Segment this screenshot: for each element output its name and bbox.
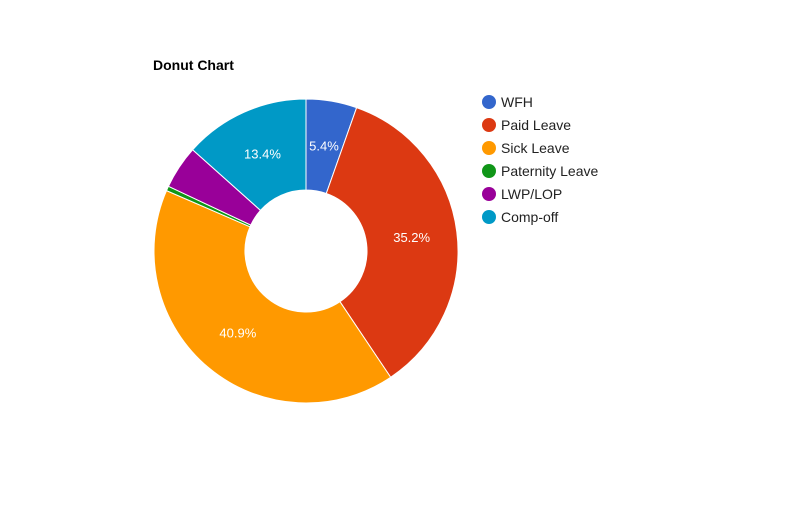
legend-marker-comp-off bbox=[482, 210, 496, 224]
legend-label-comp-off: Comp-off bbox=[501, 209, 558, 225]
slice-label-wfh: 5.4% bbox=[309, 139, 339, 154]
legend-marker-paid-leave bbox=[482, 118, 496, 132]
slices-group bbox=[153, 98, 459, 404]
legend-item-sick-leave[interactable]: Sick Leave bbox=[482, 140, 570, 156]
legend-item-paid-leave[interactable]: Paid Leave bbox=[482, 117, 571, 133]
legend-label-sick-leave: Sick Leave bbox=[501, 140, 570, 156]
legend-marker-paternity-leave bbox=[482, 164, 496, 178]
legend-item-paternity-leave[interactable]: Paternity Leave bbox=[482, 163, 598, 179]
legend-item-wfh[interactable]: WFH bbox=[482, 94, 533, 110]
legend-marker-lwp-lop bbox=[482, 187, 496, 201]
legend-item-comp-off[interactable]: Comp-off bbox=[482, 209, 558, 225]
legend-marker-wfh bbox=[482, 95, 496, 109]
legend-marker-sick-leave bbox=[482, 141, 496, 155]
legend-label-wfh: WFH bbox=[501, 94, 533, 110]
legend-label-paid-leave: Paid Leave bbox=[501, 117, 571, 133]
legend: WFH Paid Leave Sick Leave Paternity Leave LW… bbox=[482, 94, 598, 225]
chart-title: Donut Chart bbox=[153, 57, 234, 73]
legend-item-lwp-lop[interactable]: LWP/LOP bbox=[482, 186, 562, 202]
slice-comp-off[interactable] bbox=[191, 98, 307, 212]
legend-label-paternity-leave: Paternity Leave bbox=[501, 163, 598, 179]
slice-label-sick-leave: 40.9% bbox=[219, 325, 256, 340]
slice-label-paid-leave: 35.2% bbox=[393, 230, 430, 245]
legend-label-lwp-lop: LWP/LOP bbox=[501, 186, 562, 202]
slice-label-comp-off: 13.4% bbox=[244, 146, 281, 161]
slice-paid-leave[interactable] bbox=[325, 107, 459, 378]
slice-labels-group: 5.4% 35.2% 40.9% 13.4% bbox=[219, 139, 430, 341]
slice-sick-leave[interactable] bbox=[153, 189, 392, 404]
